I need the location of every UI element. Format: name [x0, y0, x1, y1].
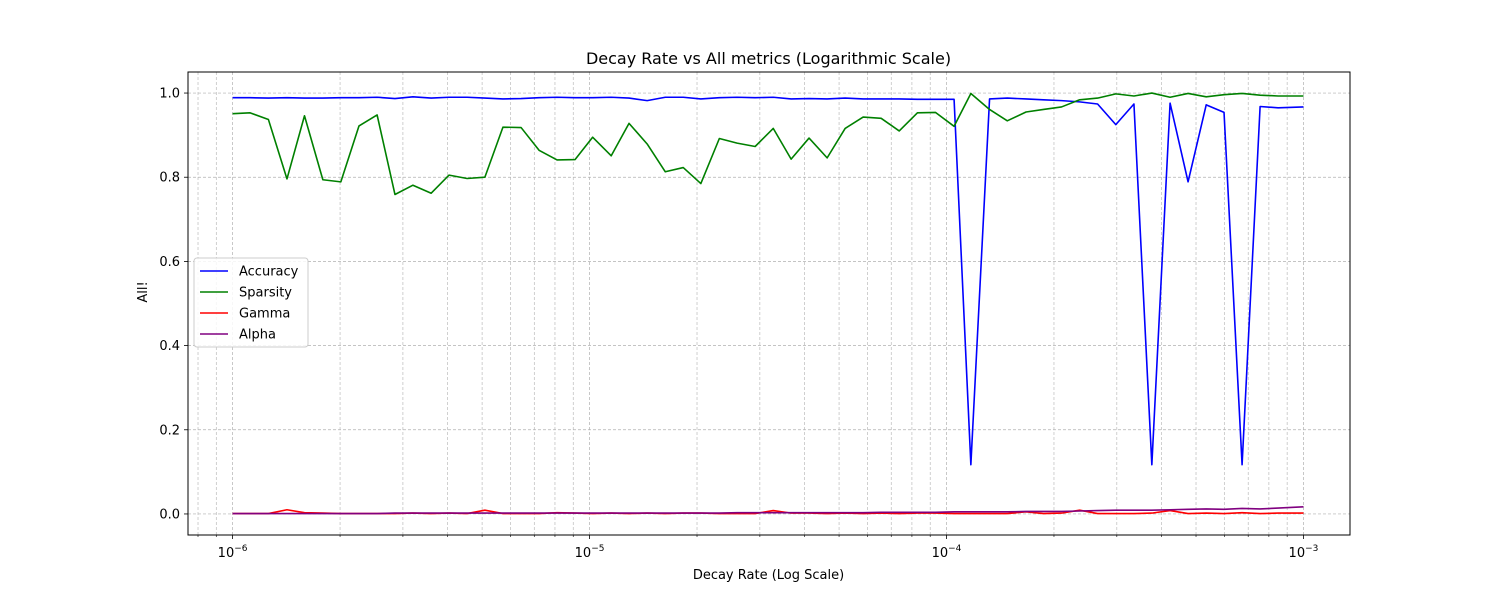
chart-title: Decay Rate vs All metrics (Logarithmic S…: [586, 49, 951, 68]
x-tick-label: 10−4: [932, 544, 962, 561]
grid: [188, 72, 1350, 535]
x-tick-label: 10−5: [575, 544, 605, 561]
x-axis-label: Decay Rate (Log Scale): [693, 568, 844, 583]
plot-frame: [187, 71, 1351, 536]
y-tick-label: 0.4: [159, 339, 180, 354]
y-tick-label: 0.0: [159, 507, 180, 522]
y-tick-label: 0.8: [159, 171, 180, 186]
legend-label-sparsity: Sparsity: [239, 286, 292, 301]
series-line-alpha: [232, 506, 1304, 515]
x-tick-label: 10−3: [1289, 544, 1319, 561]
legend-label-accuracy: Accuracy: [239, 265, 299, 280]
legend-box: [193, 257, 309, 348]
series-group: [232, 92, 1304, 515]
y-tick-label: 0.2: [159, 423, 180, 438]
x-axis: 10−6 10−5 10−4 10−3: [197, 535, 1319, 561]
series-line-sparsity: [232, 92, 1304, 196]
legend-label-gamma: Gamma: [239, 307, 290, 322]
y-tick-label: 1.0: [159, 87, 180, 102]
legend: Accuracy Sparsity Gamma Alpha: [193, 257, 309, 348]
x-tick-label: 10−6: [218, 544, 248, 561]
y-axis: 0.0 0.2 0.4 0.6 0.8 1.0: [159, 87, 188, 522]
legend-label-alpha: Alpha: [239, 328, 276, 343]
y-tick-label: 0.6: [159, 255, 180, 270]
series-line-accuracy: [232, 96, 1304, 466]
y-axis-label: All!: [136, 281, 151, 302]
